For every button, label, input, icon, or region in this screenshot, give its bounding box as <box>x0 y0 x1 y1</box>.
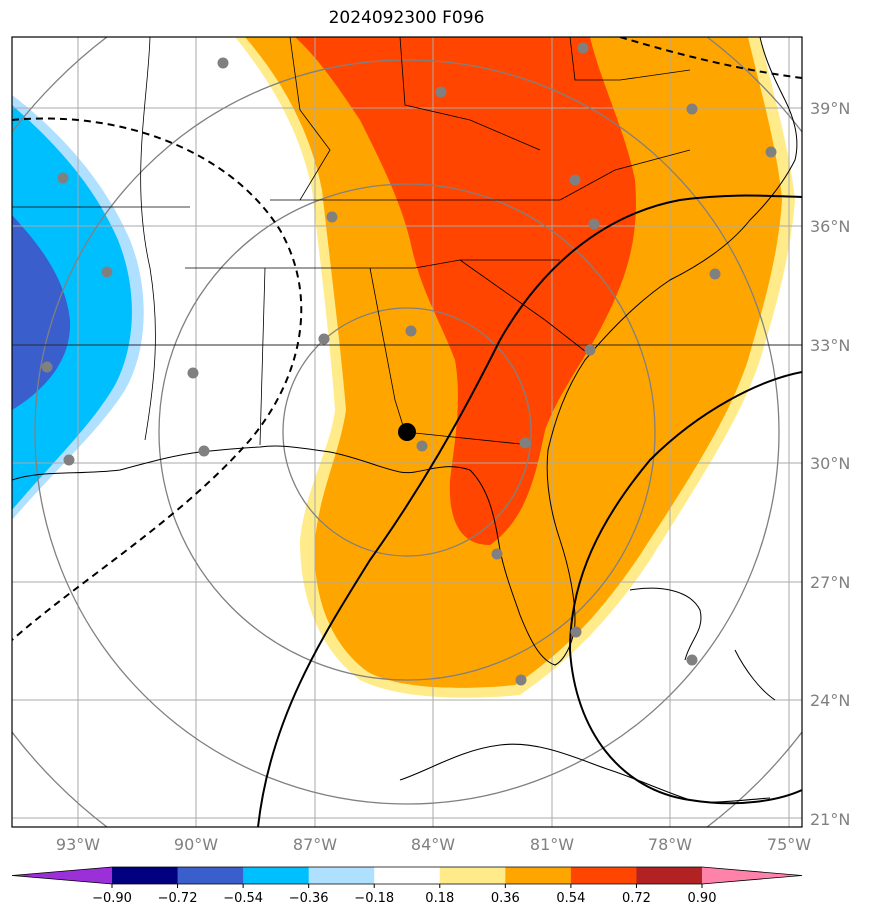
lon-label: 81°W <box>530 835 574 854</box>
colorbar-extend-high <box>702 867 802 884</box>
colorbar-tick-label: 0.72 <box>622 891 651 906</box>
colorbar-bin <box>439 867 506 884</box>
lat-label: 36°N <box>810 217 850 236</box>
station-dots <box>41 42 777 686</box>
lon-label: 93°W <box>56 835 100 854</box>
lat-label: 27°N <box>810 573 850 592</box>
coastlines-and-borders <box>12 37 802 803</box>
lat-label: 30°N <box>810 454 850 473</box>
field-deep-sky-blue <box>12 105 132 510</box>
colorbar-tick-label: 0.90 <box>688 891 717 906</box>
colorbar: −0.90 −0.72 −0.54 −0.36 −0.18 0.18 0.36 0.54 0.7… <box>11 866 803 906</box>
map-frame <box>11 36 803 828</box>
lat-label: 21°N <box>810 810 850 829</box>
colorbar-tick-label: 0.54 <box>556 891 585 906</box>
map-title: 2024092300 F096 <box>328 8 485 28</box>
colorbar-bin <box>374 867 441 884</box>
colorbar-tick-label: −0.36 <box>289 891 329 906</box>
field-red-orange <box>295 37 636 545</box>
lat-label: 33°N <box>810 336 850 355</box>
center-marker <box>398 423 416 441</box>
colorbar-tick-label: −0.54 <box>223 891 263 906</box>
colorbar-tick-label: 0.36 <box>491 891 520 906</box>
contours <box>12 37 802 827</box>
lon-label: 87°W <box>293 835 337 854</box>
colorbar-bin <box>505 867 572 884</box>
lat-label: 24°N <box>810 691 850 710</box>
colorbar-bin <box>636 867 703 884</box>
colorbar-tick-label: −0.72 <box>158 891 198 906</box>
colorbar-tick-label: −0.18 <box>354 891 394 906</box>
field-royal-blue <box>12 215 71 410</box>
lon-label: 84°W <box>411 835 455 854</box>
lon-label: 78°W <box>648 835 692 854</box>
colorbar-tick-label: 0.18 <box>425 891 454 906</box>
lat-label: 39°N <box>810 99 850 118</box>
colorbar-bin <box>112 867 179 884</box>
lon-labels: 93°W 90°W 87°W 84°W 81°W 78°W 75°W <box>56 835 811 854</box>
colorbar-extend-low <box>12 867 112 884</box>
colorbar-bin <box>308 867 375 884</box>
lon-label: 90°W <box>174 835 218 854</box>
colorbar-bin <box>570 867 637 884</box>
colorbar-tick-label: −0.90 <box>92 891 132 906</box>
lon-label: 75°W <box>767 835 811 854</box>
colorbar-bin <box>177 867 244 884</box>
lat-labels: 39°N 36°N 33°N 30°N 27°N 24°N 21°N <box>810 99 850 829</box>
colorbar-bin <box>243 867 310 884</box>
